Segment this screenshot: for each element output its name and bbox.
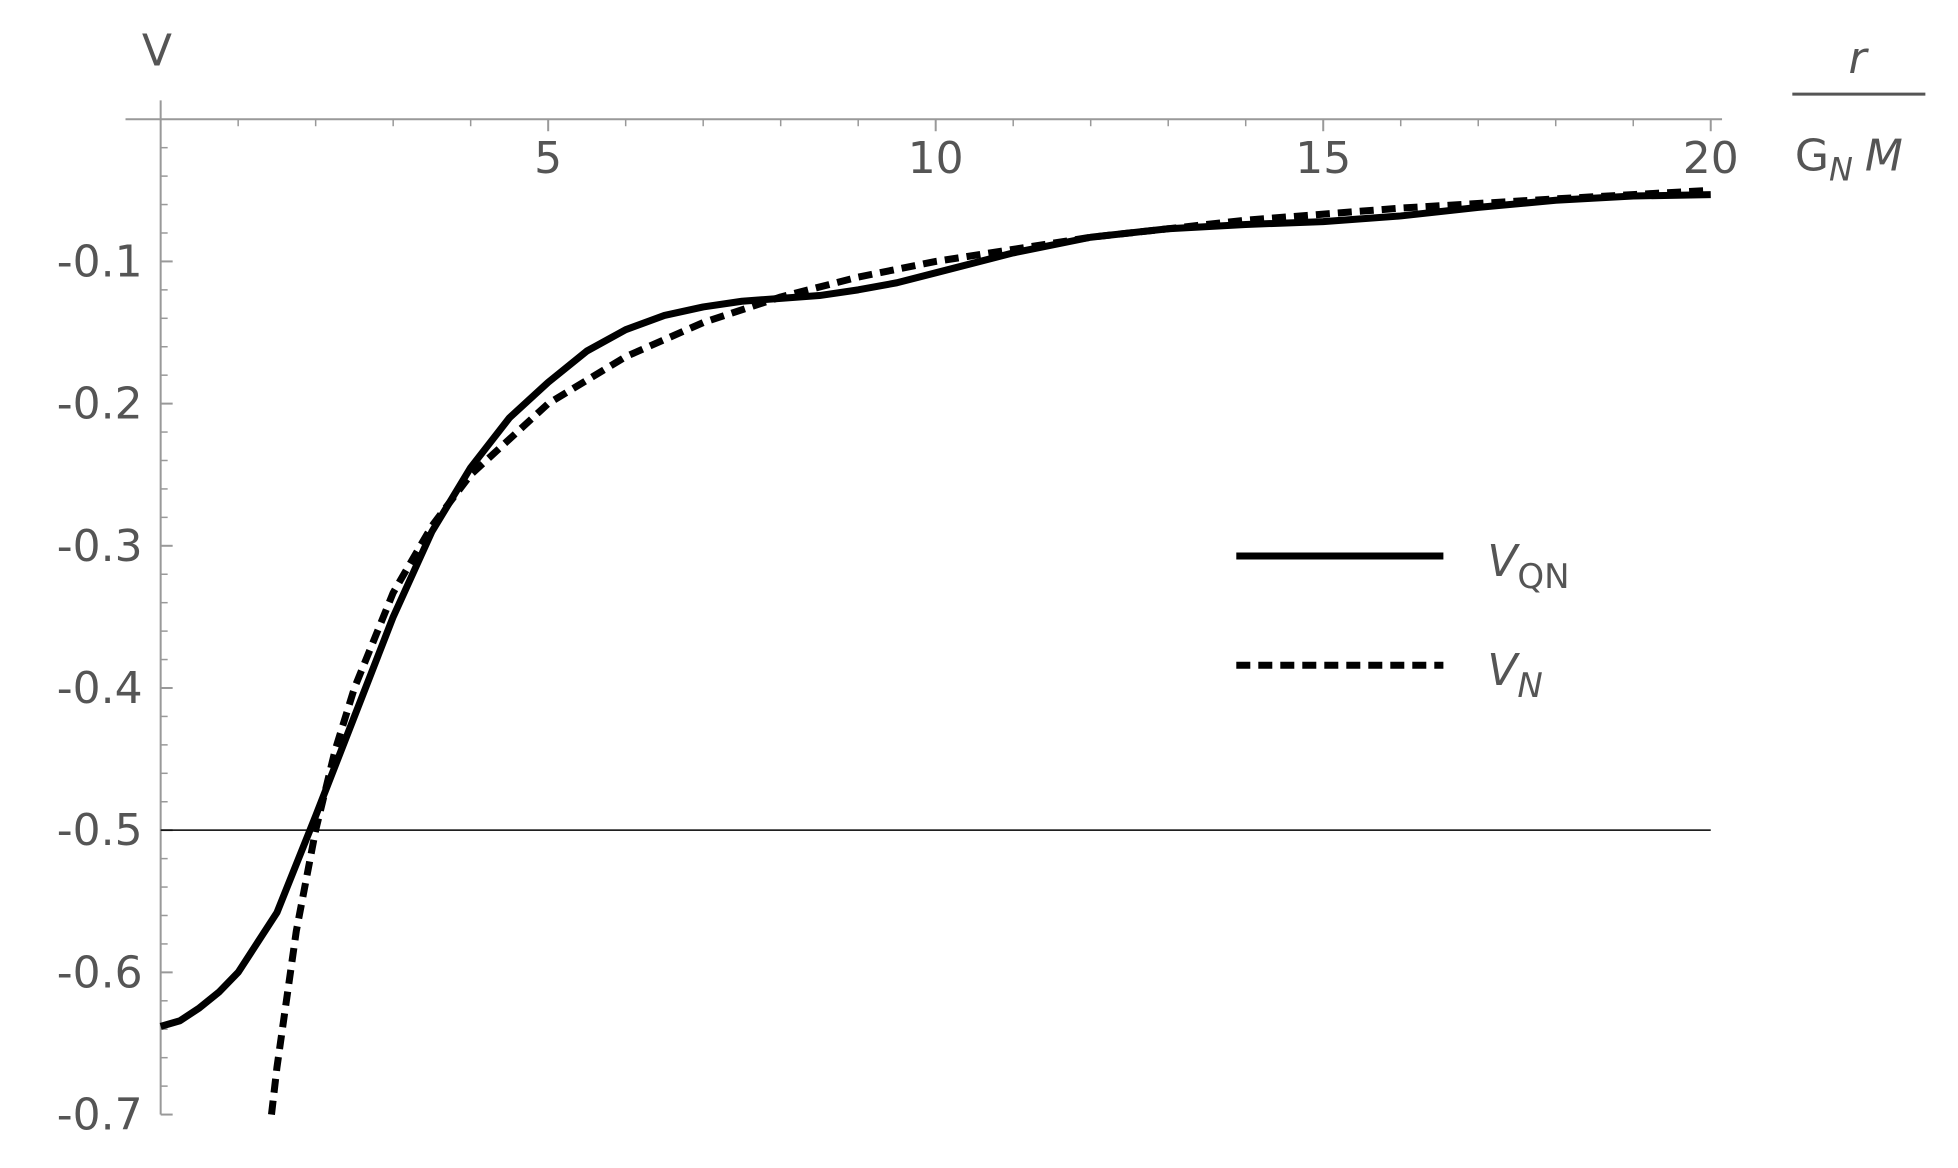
y-tick-label: -0.1 <box>57 236 143 287</box>
data-line <box>268 186 1711 1115</box>
x-axis-label-numerator: r <box>1849 33 1870 84</box>
y-tick-label: -0.6 <box>57 947 143 998</box>
x-axis-label-part: N <box>1829 151 1853 189</box>
legend-subscript: QN <box>1517 557 1569 597</box>
y-tick-label: -0.5 <box>57 805 143 856</box>
legend-label: VN <box>1487 645 1543 706</box>
data-line <box>159 191 1711 1030</box>
x-axis-label-part: G <box>1795 131 1829 182</box>
x-axis-label-part: M <box>1865 131 1903 182</box>
legend-name: V <box>1487 536 1520 587</box>
x-tick-label: 20 <box>1683 133 1739 184</box>
x-tick-label: 5 <box>534 133 562 184</box>
legend-label: VQN <box>1487 536 1569 597</box>
y-axis-label: V <box>142 25 172 76</box>
y-tick-label: -0.3 <box>57 521 143 572</box>
legend-name: V <box>1487 645 1520 696</box>
legend-subscript: N <box>1517 666 1542 706</box>
x-tick-label: 10 <box>908 133 964 184</box>
y-tick-label: -0.7 <box>57 1090 143 1141</box>
x-tick-label: 15 <box>1295 133 1351 184</box>
y-tick-label: -0.4 <box>57 663 143 714</box>
y-tick-label: -0.2 <box>57 379 143 430</box>
x-axis-label-denominator: GN M <box>1795 131 1903 189</box>
